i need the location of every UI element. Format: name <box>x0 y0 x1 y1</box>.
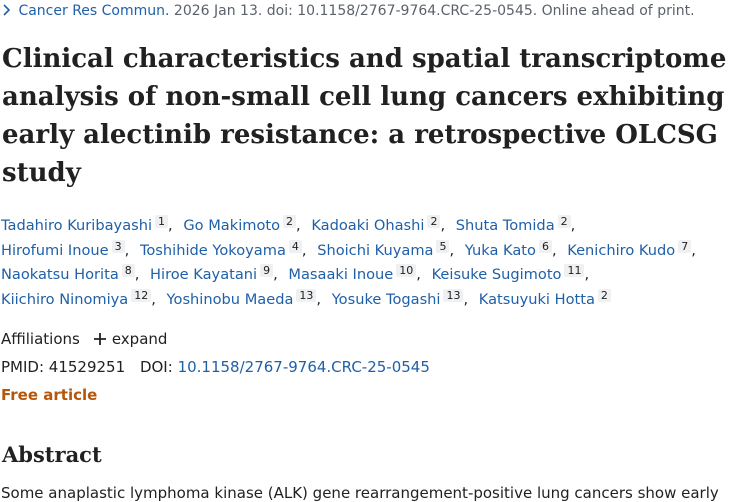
chevron-icon <box>3 4 11 16</box>
author-name[interactable]: Naokatsu Horita <box>1 266 119 284</box>
abstract-heading: Abstract <box>2 442 102 467</box>
affiliation-number[interactable]: 12 <box>131 289 152 303</box>
article-title: Clinical characteristics and spatial tra… <box>2 44 727 188</box>
author-name[interactable]: Toshihide Yokoyama <box>139 241 286 259</box>
author: Masaaki Inoue 10, <box>288 264 427 284</box>
author-name[interactable]: Hiroe Kayatani <box>150 266 258 284</box>
author-name[interactable]: Yuka Kato <box>464 241 536 259</box>
author: Shoichi Kuyama 5, <box>317 239 460 259</box>
separator: , <box>168 217 173 234</box>
author: Katsuyuki Hotta 2 <box>478 289 611 309</box>
author: Go Makimoto 2, <box>183 215 306 234</box>
affiliation-number[interactable]: 9 <box>260 264 274 278</box>
author: Shuta Tomida 2, <box>455 215 582 234</box>
author-name[interactable]: Kiichiro Ninomiya <box>1 291 129 309</box>
separator: , <box>296 217 301 234</box>
author-name[interactable]: Yoshinobu Maeda <box>166 291 294 309</box>
author-name[interactable]: Yosuke Togashi <box>331 291 441 309</box>
author-name[interactable]: Hirofumi Inoue <box>1 241 109 259</box>
separator: , <box>449 241 455 259</box>
doi-link[interactable]: 10.1158/2767-9764.CRC-25-0545 <box>177 358 430 376</box>
affiliation-number[interactable]: 13 <box>296 289 317 303</box>
affiliation-number[interactable]: 7 <box>678 239 692 253</box>
author-name[interactable]: Shoichi Kuyama <box>317 241 434 259</box>
plus-icon <box>93 333 106 345</box>
author: Yosuke Togashi 13, <box>331 289 474 309</box>
affiliations: Affiliations expand <box>1 330 167 348</box>
affiliation-number[interactable]: 5 <box>436 239 450 253</box>
free-article: Free article <box>1 386 98 404</box>
pmid-label: PMID: <box>1 358 45 376</box>
affiliation-number[interactable]: 4 <box>288 239 302 253</box>
separator: , <box>316 291 322 309</box>
citation-details: 2026 Jan 13. doi: 10.1158/2767-9764.CRC-… <box>173 3 695 19</box>
author: Tadahiro Kuribayashi 1, <box>1 215 179 234</box>
pmid: 41529251 <box>48 358 126 376</box>
citation: Cancer Res Commun. 2026 Jan 13. doi: 10.… <box>0 3 695 19</box>
author: Hirofumi Inoue 3, <box>1 239 135 259</box>
affiliation-number[interactable]: 1 <box>155 215 169 228</box>
affiliation-number[interactable]: 11 <box>564 264 585 278</box>
doi-label: DOI: <box>139 358 173 376</box>
separator: , <box>584 266 590 284</box>
author: Naokatsu Horita 8, <box>1 264 145 284</box>
separator: , <box>416 266 421 284</box>
expand-label: expand <box>111 330 168 348</box>
author: Toshihide Yokoyama 4, <box>139 239 313 259</box>
author-name[interactable]: Kadoaki Ohashi <box>311 217 425 234</box>
separator: , <box>570 217 576 234</box>
separator: , <box>301 241 307 259</box>
affiliation-number[interactable]: 8 <box>121 264 135 278</box>
separator: , <box>273 266 278 284</box>
affiliation-number[interactable]: 2 <box>427 215 441 228</box>
journal-link[interactable]: Cancer Res Commun. <box>18 3 170 19</box>
separator: , <box>691 241 696 259</box>
separator: , <box>134 266 140 284</box>
affiliation-number[interactable]: 13 <box>443 289 464 303</box>
author: Hiroe Kayatani 9, <box>150 264 284 284</box>
author-name[interactable]: Shuta Tomida <box>455 217 555 234</box>
author-name[interactable]: Keisuke Sugimoto <box>431 266 562 284</box>
affiliation-number[interactable]: 10 <box>396 264 417 278</box>
author-name[interactable]: Go Makimoto <box>183 217 281 234</box>
abstract-text: Some anaplastic lymphoma kinase (ALK) ge… <box>1 484 719 502</box>
separator: , <box>440 217 446 234</box>
affiliation-number[interactable]: 2 <box>597 289 611 303</box>
affiliation-number[interactable]: 2 <box>283 215 297 228</box>
expand-button[interactable]: expand <box>93 330 168 348</box>
author: Yuka Kato 6, <box>464 239 563 259</box>
separator: , <box>151 291 156 309</box>
author-name[interactable]: Kenichiro Kudo <box>567 241 676 259</box>
author: Kiichiro Ninomiya 12, <box>1 289 162 309</box>
author: Kadoaki Ohashi 2, <box>311 215 451 234</box>
separator: , <box>463 291 469 309</box>
author-list: Tadahiro Kuribayashi 1, Go Makimoto 2, Kad… <box>1 214 713 313</box>
author: Kenichiro Kudo 7, <box>567 239 702 259</box>
author-name[interactable]: Masaaki Inoue <box>288 266 394 284</box>
identifiers: PMID: 41529251 DOI: 10.1158/2767-9764.CR… <box>1 358 430 376</box>
affiliation-number[interactable]: 6 <box>538 239 552 253</box>
separator: , <box>124 241 130 259</box>
author: Keisuke Sugimoto 11, <box>431 264 596 284</box>
separator: , <box>551 241 557 259</box>
author-name[interactable]: Katsuyuki Hotta <box>478 291 595 309</box>
affiliations-label: Affiliations <box>1 330 80 348</box>
author: Yoshinobu Maeda 13, <box>166 289 328 309</box>
affiliation-number[interactable]: 2 <box>557 215 571 228</box>
author-name[interactable]: Tadahiro Kuribayashi <box>1 217 153 234</box>
affiliation-number[interactable]: 3 <box>111 239 125 253</box>
